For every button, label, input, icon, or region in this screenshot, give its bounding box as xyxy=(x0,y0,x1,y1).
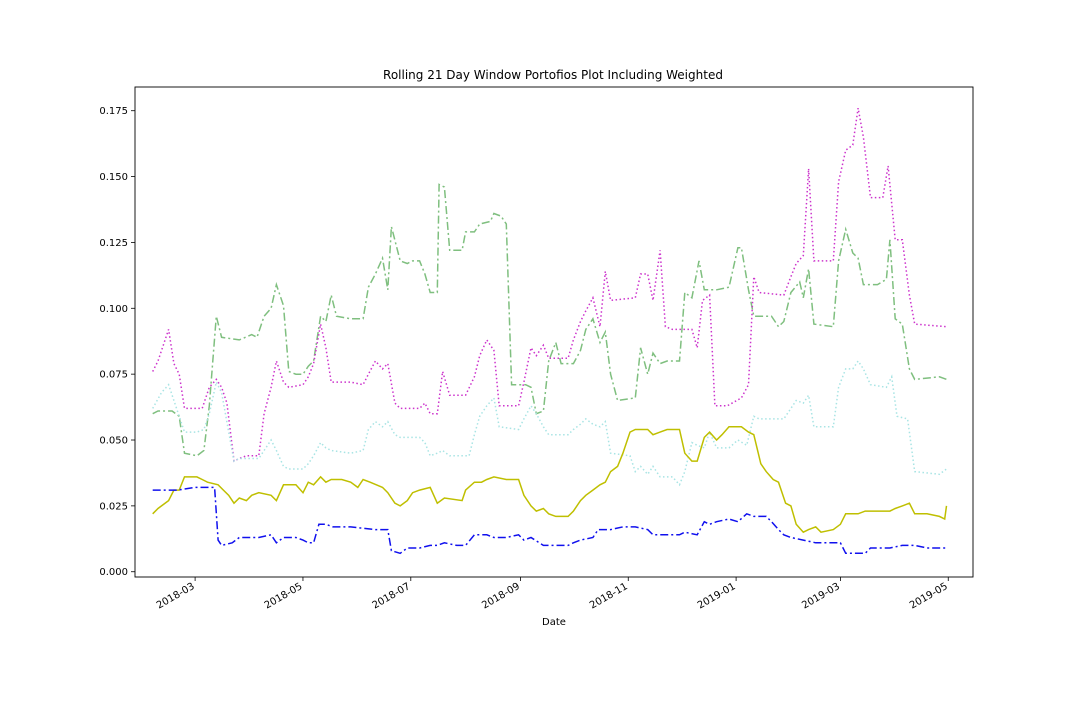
y-axis: 0.000 0.025 0.050 0.075 0.100 0.125 0.150 0.175 xyxy=(99,106,135,578)
plot-frame xyxy=(134,86,974,578)
series-3-line xyxy=(152,359,947,487)
y-tick-label-5: 0.100 xyxy=(99,304,128,315)
y-tick-label-2: 0.025 xyxy=(99,501,128,512)
series-1-line xyxy=(152,183,947,457)
y-tick-label-6: 0.125 xyxy=(99,238,128,249)
y-tick-label-8: 0.175 xyxy=(99,106,128,117)
y-tick-label-3: 0.050 xyxy=(99,436,128,447)
x-axis-title: Date xyxy=(542,617,566,628)
series-layer xyxy=(152,107,948,555)
chart-title: Rolling 21 Day Window Portofios Plot Inc… xyxy=(383,68,723,82)
y-tick-label-7: 0.150 xyxy=(99,172,128,183)
series-5-line xyxy=(152,486,947,555)
y-tick-label-4: 0.075 xyxy=(99,370,128,381)
y-tick-label-1: 0.000 xyxy=(99,567,128,578)
series-4-line xyxy=(152,426,948,534)
series-2-line xyxy=(152,107,947,463)
